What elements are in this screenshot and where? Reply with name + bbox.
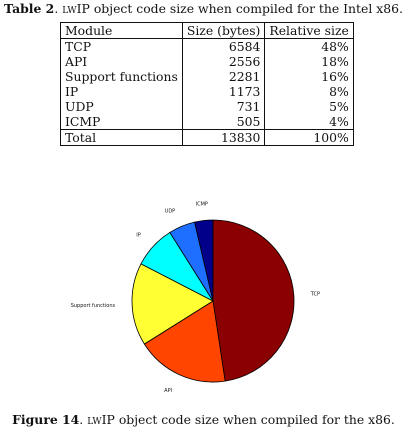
- pie-label-ip: IP: [136, 233, 141, 239]
- pie-label-api: API: [164, 388, 172, 394]
- pie-slice-support-functions: [131, 263, 214, 345]
- pie-slice-icmp: [194, 219, 214, 302]
- header-size: Size (bytes): [182, 22, 266, 39]
- cell-relative: 8%: [264, 84, 354, 99]
- cell-relative: 4%: [264, 114, 354, 130]
- cell-module: TCP: [60, 38, 183, 54]
- object-code-size-table: Module Size (bytes) Relative size TCP 65…: [60, 22, 354, 146]
- figure-caption-brand: lwIP: [87, 412, 115, 427]
- table-row: API 2556 18%: [60, 54, 354, 69]
- cell-module: IP: [60, 84, 183, 99]
- header-relative: Relative size: [264, 22, 354, 39]
- figure-caption-text: object code size when compiled for the x…: [114, 412, 395, 427]
- cell-relative: 16%: [264, 69, 354, 84]
- pie-chart: TCP API Support functions IP UDP ICMP: [71, 202, 320, 395]
- pie-label-tcp: TCP: [310, 292, 320, 298]
- table-row: IP 1173 8%: [60, 84, 354, 99]
- cell-relative: 48%: [264, 38, 354, 54]
- cell-module: UDP: [60, 99, 183, 114]
- pie-label-icmp: ICMP: [196, 202, 208, 208]
- cell-size: 731: [182, 99, 266, 114]
- table-caption-text: object code size when compiled for the I…: [89, 1, 403, 16]
- cell-relative: 5%: [264, 99, 354, 114]
- cell-total-module: Total: [60, 129, 183, 146]
- cell-size: 2556: [182, 54, 266, 69]
- cell-module: API: [60, 54, 183, 69]
- table-caption-sep: .: [54, 1, 63, 16]
- cell-size: 505: [182, 114, 266, 130]
- figure-caption: Figure 14. lwIP object code size when co…: [0, 412, 407, 427]
- cell-total-size: 13830: [182, 129, 266, 146]
- cell-size: 1173: [182, 84, 266, 99]
- header-module: Module: [60, 22, 183, 39]
- pie-label-udp: UDP: [165, 209, 176, 215]
- cell-size: 2281: [182, 69, 266, 84]
- table-caption: Table 2. lwIP object code size when comp…: [0, 1, 407, 16]
- table-header-row: Module Size (bytes) Relative size: [60, 22, 354, 39]
- pie-label-support-functions: Support functions: [71, 303, 116, 309]
- pie-slice-api: [143, 300, 226, 383]
- cell-size: 6584: [182, 38, 266, 54]
- table-row: Support functions 2281 16%: [60, 69, 354, 84]
- table-caption-brand: lwIP: [62, 1, 90, 16]
- cell-module: Support functions: [60, 69, 183, 84]
- figure-caption-sep: .: [79, 412, 88, 427]
- figure-caption-label: Figure 14: [12, 412, 80, 427]
- table-total-row: Total 13830 100%: [60, 129, 354, 146]
- cell-module: ICMP: [60, 114, 183, 130]
- table-row: TCP 6584 48%: [60, 38, 354, 54]
- table-row: ICMP 505 4%: [60, 114, 354, 130]
- table-caption-label: Table 2: [4, 1, 55, 16]
- table-row: UDP 731 5%: [60, 99, 354, 114]
- cell-total-relative: 100%: [264, 129, 354, 146]
- cell-relative: 18%: [264, 54, 354, 69]
- pie-slice-tcp: [212, 219, 295, 382]
